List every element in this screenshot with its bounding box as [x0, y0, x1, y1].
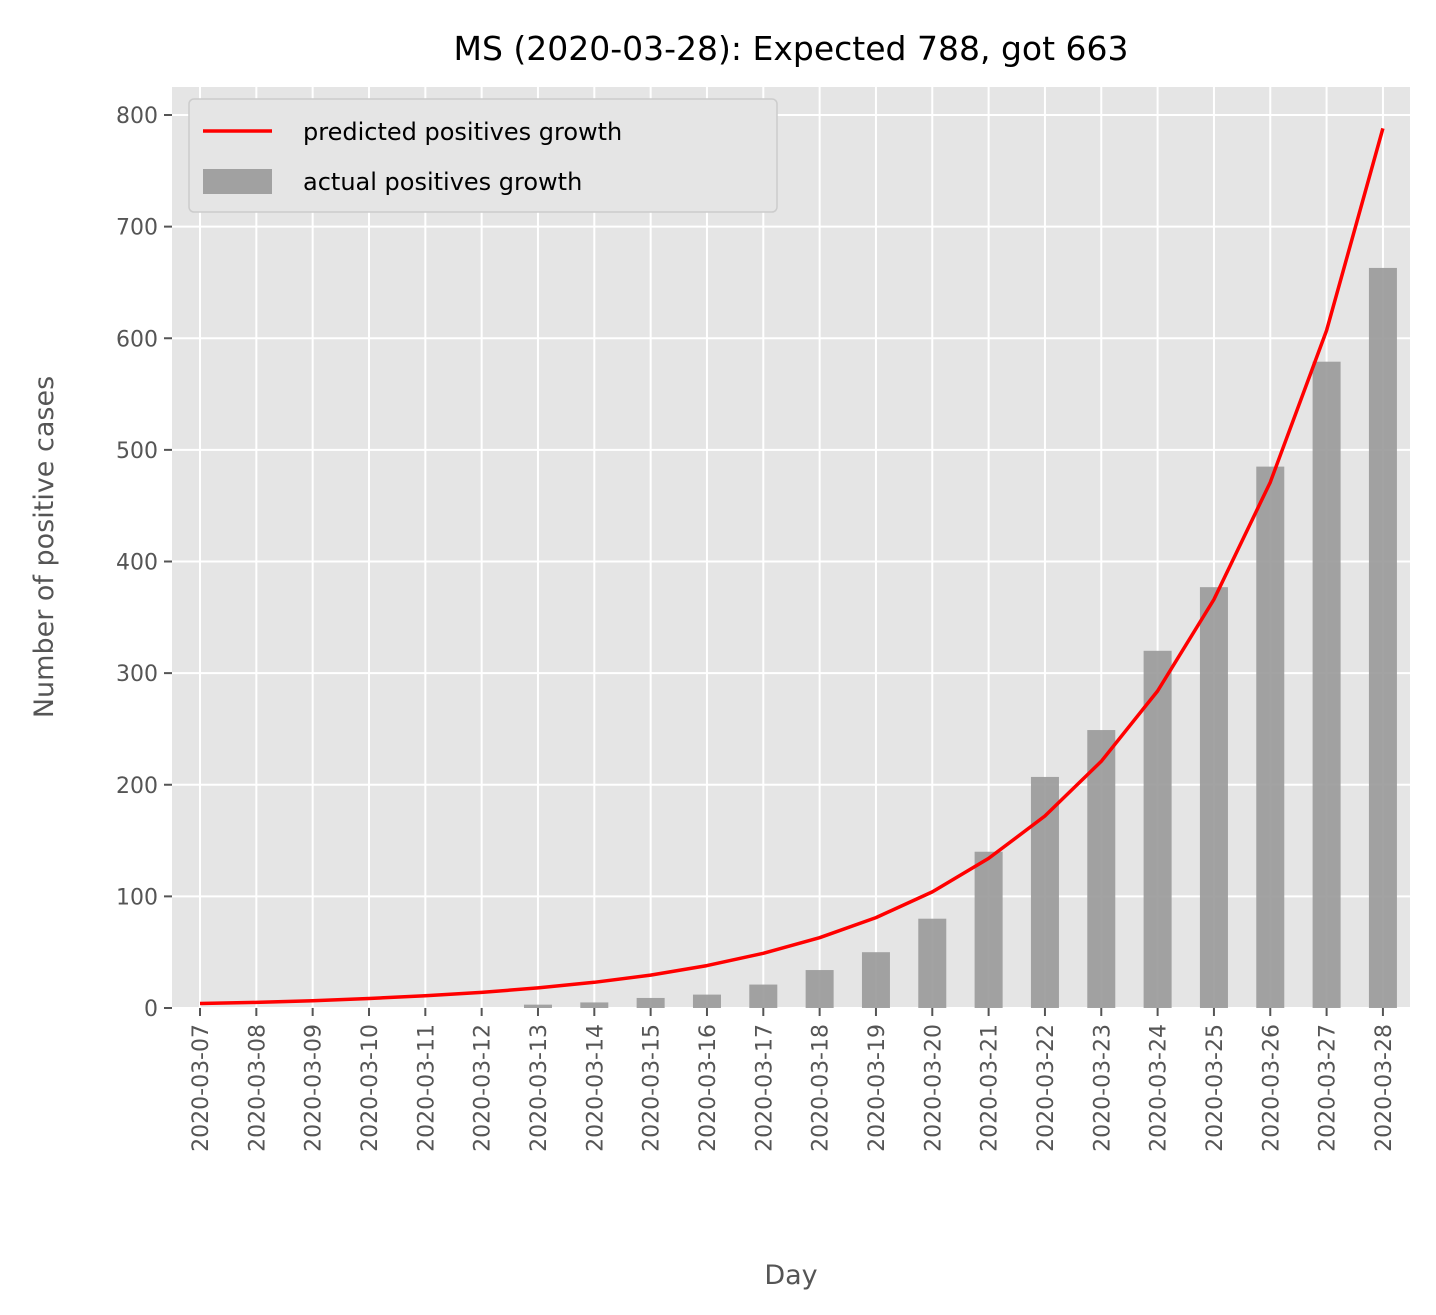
bar — [1256, 466, 1285, 1008]
bar — [749, 984, 778, 1008]
x-tick-label: 2020-03-23 — [1090, 1024, 1115, 1152]
bar — [580, 1002, 609, 1008]
x-tick-label: 2020-03-21 — [978, 1024, 1003, 1152]
bar — [523, 1004, 552, 1008]
line-series — [199, 127, 1385, 1006]
legend: predicted positives growth actual positi… — [188, 98, 778, 213]
legend-box — [188, 98, 778, 213]
x-tick-label: 2020-03-09 — [302, 1024, 327, 1152]
bar — [636, 997, 665, 1008]
y-tick-label: 600 — [116, 327, 158, 352]
x-tick-label: 2020-03-11 — [414, 1024, 439, 1152]
bar — [805, 970, 834, 1008]
legend-label-actual: actual positives growth — [303, 168, 582, 196]
y-axis-label: Number of positive cases — [29, 376, 60, 718]
x-tick-label: 2020-03-13 — [527, 1024, 552, 1152]
legend-bar-swatch — [203, 169, 272, 194]
x-tick-label: 2020-03-16 — [696, 1024, 721, 1152]
x-tick-label: 2020-03-07 — [189, 1024, 214, 1152]
y-tick-label: 100 — [116, 885, 158, 910]
bar — [1368, 267, 1397, 1008]
x-tick-label: 2020-03-24 — [1147, 1024, 1172, 1152]
y-tick-label: 0 — [144, 997, 158, 1022]
bar — [1143, 650, 1172, 1008]
bar — [861, 952, 890, 1008]
bar — [1087, 730, 1116, 1008]
x-tick-label: 2020-03-28 — [1372, 1024, 1397, 1152]
x-tick-label: 2020-03-17 — [752, 1024, 777, 1152]
x-axis-label: Day — [764, 1260, 817, 1291]
x-tick-label: 2020-03-08 — [245, 1024, 270, 1152]
x-tick-label: 2020-03-12 — [471, 1024, 496, 1152]
bar-series — [523, 267, 1397, 1008]
x-tick-label: 2020-03-22 — [1034, 1024, 1059, 1152]
x-tick-label: 2020-03-27 — [1316, 1024, 1341, 1152]
y-axis: 0 100 200 300 400 500 600 700 800 — [116, 104, 172, 1022]
bar — [692, 994, 721, 1008]
x-tick-label: 2020-03-15 — [640, 1024, 665, 1152]
x-tick-label: 2020-03-26 — [1259, 1024, 1284, 1152]
predicted-line — [199, 127, 1385, 1006]
y-tick-label: 400 — [116, 551, 158, 576]
y-tick-label: 700 — [116, 216, 158, 241]
y-tick-label: 500 — [116, 439, 158, 464]
x-tick-label: 2020-03-25 — [1203, 1024, 1228, 1152]
bar — [974, 851, 1003, 1008]
bar — [1312, 361, 1341, 1008]
y-tick-label: 200 — [116, 774, 158, 799]
chart-title: MS (2020-03-28): Expected 788, got 663 — [453, 29, 1128, 68]
x-axis: 2020-03-07 2020-03-08 2020-03-09 2020-03-10… — [189, 1008, 1397, 1152]
bar — [918, 918, 947, 1008]
x-tick-label: 2020-03-14 — [583, 1024, 608, 1152]
x-tick-label: 2020-03-10 — [358, 1024, 383, 1152]
x-tick-label: 2020-03-18 — [809, 1024, 834, 1152]
y-tick-label: 800 — [116, 104, 158, 129]
bar — [1199, 587, 1228, 1008]
x-tick-label: 2020-03-20 — [921, 1024, 946, 1152]
legend-label-predicted: predicted positives growth — [303, 118, 622, 146]
x-tick-label: 2020-03-19 — [865, 1024, 890, 1152]
bar — [1030, 776, 1059, 1008]
y-tick-label: 300 — [116, 662, 158, 687]
